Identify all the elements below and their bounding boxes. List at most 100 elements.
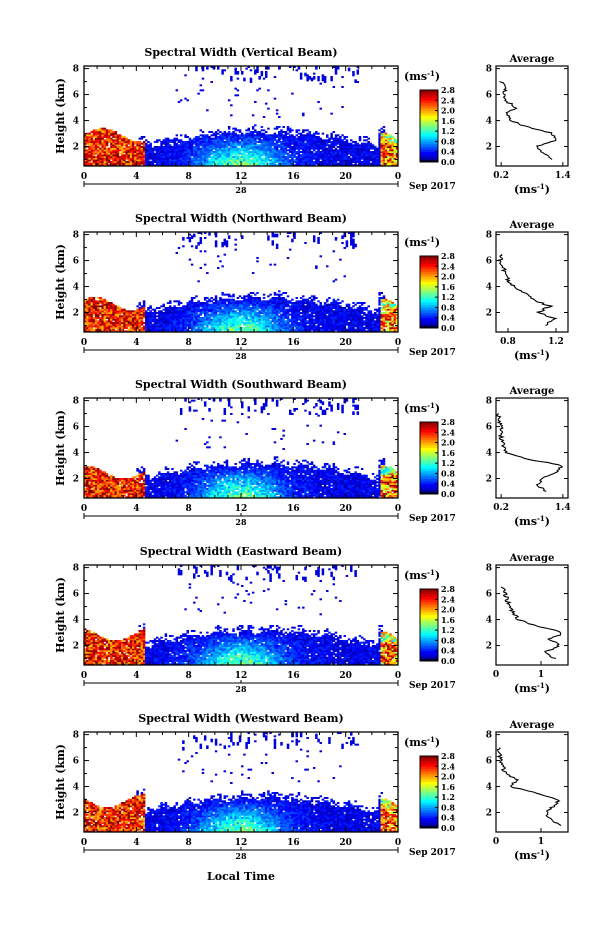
heatmap-cell	[333, 138, 335, 140]
heatmap-cell	[241, 317, 243, 319]
heatmap-cell	[276, 139, 278, 141]
heatmap-cell	[226, 299, 228, 301]
heatmap-cell	[184, 134, 186, 136]
heatmap-cell	[313, 133, 315, 135]
x-tick-label: 0	[81, 172, 87, 182]
heatmap-cell	[248, 128, 250, 130]
avg-unit-label: (ms-1)	[514, 182, 550, 196]
heatmap-cell	[343, 136, 345, 138]
heatmap-cell	[95, 300, 97, 302]
heatmap-cell	[239, 156, 241, 158]
heatmap-cell	[278, 131, 280, 133]
heatmap-cell	[333, 131, 335, 133]
heatmap-cell	[206, 109, 208, 111]
heatmap-cell	[285, 320, 287, 322]
heatmap-cell	[245, 154, 247, 156]
heatmap-cell	[337, 146, 339, 148]
heatmap-cell	[320, 151, 322, 153]
heatmap-cell	[313, 302, 315, 304]
heatmap-cell	[217, 267, 219, 269]
heatmap-cell	[256, 324, 258, 326]
heatmap-cell	[330, 133, 332, 135]
heatmap-cell	[313, 161, 315, 163]
heatmap-cell	[274, 292, 276, 294]
heatmap-cell	[191, 245, 193, 247]
heatmap-cell	[237, 297, 239, 299]
heatmap-cell	[378, 133, 380, 135]
x-tick-label: 4	[133, 172, 139, 182]
heatmap-cell	[123, 148, 125, 150]
heatmap-cell	[210, 134, 212, 136]
heatmap-cell	[228, 299, 230, 301]
heatmap-cell	[224, 254, 226, 256]
heatmap-cell	[176, 89, 178, 91]
heatmap-cell	[143, 300, 145, 302]
heatmap-cell	[250, 151, 252, 153]
heatmap-cell	[202, 78, 204, 80]
heatmap-cell	[250, 159, 252, 161]
colorbar-band	[420, 123, 438, 126]
heatmap-cell	[278, 315, 280, 317]
heatmap-cell	[239, 148, 241, 150]
heatmap-cell	[320, 327, 322, 329]
heatmap-cell	[173, 138, 175, 140]
heatmap-cell	[285, 292, 287, 294]
heatmap-cell	[213, 133, 215, 135]
heatmap-cell	[206, 134, 208, 136]
day-label: 28	[235, 185, 247, 195]
heatmap-cell	[200, 237, 202, 239]
heatmap-cell	[149, 161, 151, 163]
heatmap-cell	[189, 138, 191, 140]
heatmap-cell	[361, 161, 363, 163]
heatmap-cell	[291, 134, 293, 136]
heatmap-cell	[237, 300, 239, 302]
heatmap-cell	[243, 322, 245, 324]
heatmap-cell	[208, 329, 210, 331]
heatmap-cell	[300, 315, 302, 317]
heatmap-cell	[341, 106, 343, 108]
heatmap-cell	[261, 158, 263, 160]
heatmap-cell	[261, 126, 263, 128]
heatmap-cell	[293, 136, 295, 138]
heatmap-cell	[180, 307, 182, 309]
colorbar-band	[420, 95, 438, 98]
heatmap-cell	[86, 149, 88, 151]
heatmap-cell	[311, 151, 313, 153]
heatmap-cell	[250, 78, 252, 80]
heatmap-cell	[228, 99, 230, 101]
heatmap-cell	[324, 302, 326, 304]
heatmap-cell	[302, 129, 304, 131]
heatmap-cell	[154, 141, 156, 143]
heatmap-cell	[302, 113, 304, 115]
heatmap-cell	[296, 151, 298, 153]
heatmap-cell	[287, 153, 289, 155]
panel-title: Spectral Width (Vertical Beam)	[144, 46, 337, 59]
x-tick-label: 8	[186, 172, 192, 182]
heatmap-cell	[276, 126, 278, 128]
heatmap-cell	[357, 81, 359, 83]
unit-label: (ms-1)	[404, 69, 440, 83]
heatmap-cell	[289, 128, 291, 130]
heatmap-cell	[265, 103, 267, 105]
heatmap-cell	[365, 136, 367, 138]
heatmap-cell	[317, 133, 319, 135]
heatmap-cell	[208, 299, 210, 301]
heatmap-cell	[239, 295, 241, 297]
heatmap-cell	[267, 108, 269, 110]
heatmap-cell	[186, 141, 188, 143]
heatmap-cell	[202, 89, 204, 91]
heatmap-cell	[365, 139, 367, 141]
heatmap-cell	[298, 129, 300, 131]
heatmap-cell	[289, 134, 291, 136]
heatmap-cell	[365, 143, 367, 145]
avg-y-tick-label: 6	[486, 91, 492, 101]
heatmap-cell	[317, 237, 319, 239]
heatmap-cell	[387, 134, 389, 136]
heatmap-cell	[152, 148, 154, 150]
heatmap-cell	[296, 300, 298, 302]
heatmap-cell	[195, 245, 197, 247]
heatmap-cell	[311, 295, 313, 297]
heatmap-cell	[315, 131, 317, 133]
heatmap-cell	[226, 133, 228, 135]
